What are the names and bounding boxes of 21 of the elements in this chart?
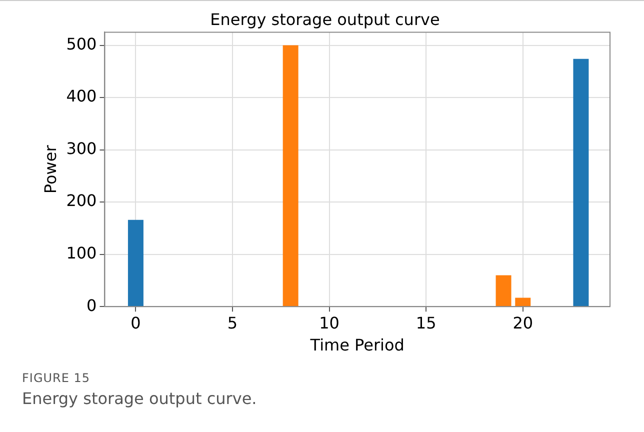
bar bbox=[573, 58, 589, 306]
x-tick-label: 0 bbox=[130, 313, 141, 332]
caption: FIGURE 15 bbox=[22, 371, 92, 385]
bar bbox=[496, 275, 512, 306]
y-tick-label: 200 bbox=[66, 191, 97, 210]
y-tick-label: 100 bbox=[66, 243, 97, 262]
y-tick-label: 500 bbox=[66, 34, 97, 54]
x-tick-label: 10 bbox=[319, 313, 340, 332]
y-tick-label: 400 bbox=[66, 86, 97, 106]
y-tick-label: 300 bbox=[66, 138, 97, 158]
x-tick-label: 15 bbox=[416, 313, 436, 332]
x-tick-label: 20 bbox=[512, 313, 534, 332]
text: Energy storage output curve. bbox=[22, 389, 257, 408]
chart-title: Energy storage output curve bbox=[210, 10, 440, 29]
y-axis-title: Power bbox=[40, 144, 60, 194]
bar bbox=[282, 45, 298, 306]
x-axis-title: Time Period bbox=[309, 336, 404, 355]
x-tick-label: 5 bbox=[227, 313, 238, 332]
bar bbox=[128, 220, 144, 306]
y-tick-label: 0 bbox=[86, 296, 97, 315]
bar bbox=[515, 298, 531, 306]
